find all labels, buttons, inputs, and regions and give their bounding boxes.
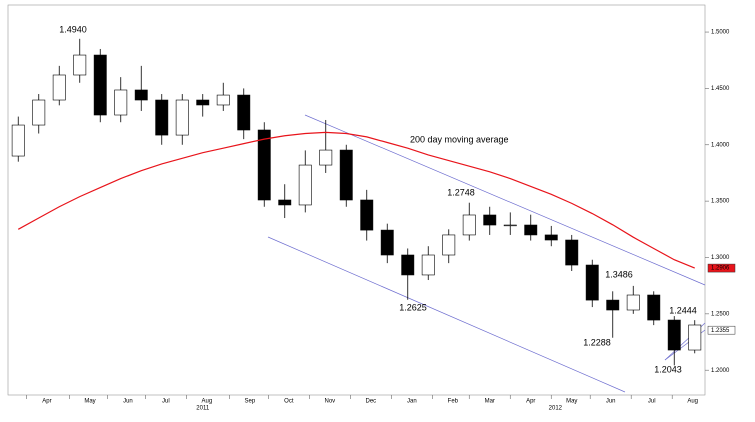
candle-body [462, 214, 476, 236]
y-tick-label: 1.3500 [711, 199, 730, 205]
candle-body [134, 89, 148, 101]
candle-body [503, 224, 517, 227]
x-tick-label: Dec [366, 399, 377, 405]
price-annotation: 1.2748 [447, 187, 475, 197]
price-annotation: 1.2288 [583, 337, 611, 347]
moving-average-label: 200 day moving average [410, 134, 509, 144]
y-tick-label: 1.3000 [711, 255, 730, 261]
x-tick-label: May [84, 399, 95, 405]
y-tick-label: 1.5000 [711, 30, 730, 36]
y-tick-label: 1.4000 [711, 142, 730, 148]
x-tick-label: Oct [284, 399, 294, 405]
price-annotation: 1.2444 [669, 305, 697, 315]
x-tick-label: Aug [202, 399, 213, 405]
plot-frame [7, 4, 706, 396]
x-tick-label: Jul [162, 399, 170, 405]
candle-body [606, 299, 620, 311]
candle-body [626, 294, 640, 311]
x-tick-label: Mar [485, 399, 495, 405]
candle-body [647, 294, 661, 321]
x-tick-label: Jul [648, 399, 656, 405]
candle-body [114, 89, 128, 116]
candle-body [319, 149, 333, 166]
channel-upper [304, 114, 706, 286]
candle-body [298, 164, 312, 206]
candle-body [688, 324, 702, 351]
x-tick-label: May [566, 399, 577, 405]
candle-body [524, 224, 538, 236]
candle-body [360, 199, 374, 231]
candle-body [196, 99, 210, 106]
candle-body [32, 99, 46, 126]
candle-body [401, 254, 415, 276]
price-annotation: 1.2043 [654, 364, 682, 374]
candle-body [237, 94, 251, 131]
price-label-box [707, 263, 736, 273]
x-tick-label: Jun [606, 399, 616, 405]
x-tick-label: Apr [42, 399, 51, 405]
candle-body [421, 254, 435, 276]
x-tick-label: Jun [123, 399, 133, 405]
candle-body [483, 214, 497, 226]
price-annotation: 1.2625 [399, 302, 427, 312]
candle-body [380, 229, 394, 256]
candle-body [73, 54, 87, 76]
x-tick-label: Feb [448, 399, 459, 405]
candle-body [544, 234, 558, 241]
candle-body [339, 149, 353, 201]
candle-body [585, 264, 599, 301]
year-label: 2011 [196, 406, 210, 412]
candle-body [155, 99, 169, 136]
candle-body [565, 239, 579, 266]
moving-average-line [17, 131, 695, 269]
candle-body [667, 319, 681, 351]
candle-body [442, 234, 456, 256]
x-tick-label: Jan [407, 399, 417, 405]
price-annotation: 1.4940 [59, 24, 87, 34]
price-annotation: 1.3486 [605, 269, 633, 279]
x-tick-label: Aug [687, 399, 698, 405]
price-label-box [707, 325, 736, 335]
year-label: 2012 [549, 406, 563, 412]
y-tick-label: 1.4500 [711, 86, 730, 92]
price-label: 1.2906 [711, 266, 730, 272]
candle-body [216, 94, 230, 106]
y-tick-label: 1.2000 [711, 368, 730, 374]
x-tick-label: Apr [526, 399, 535, 405]
candle-body [278, 199, 292, 206]
candle-body [175, 99, 189, 136]
x-tick-label: Sep [245, 399, 256, 405]
candle-body [93, 54, 107, 116]
candle-body [11, 124, 25, 157]
price-label: 1.2355 [711, 328, 730, 334]
candle-body [257, 129, 271, 201]
candle-body [52, 74, 66, 101]
x-tick-label: Nov [325, 399, 336, 405]
channel-lower [267, 236, 626, 393]
y-tick-label: 1.2500 [711, 311, 730, 317]
